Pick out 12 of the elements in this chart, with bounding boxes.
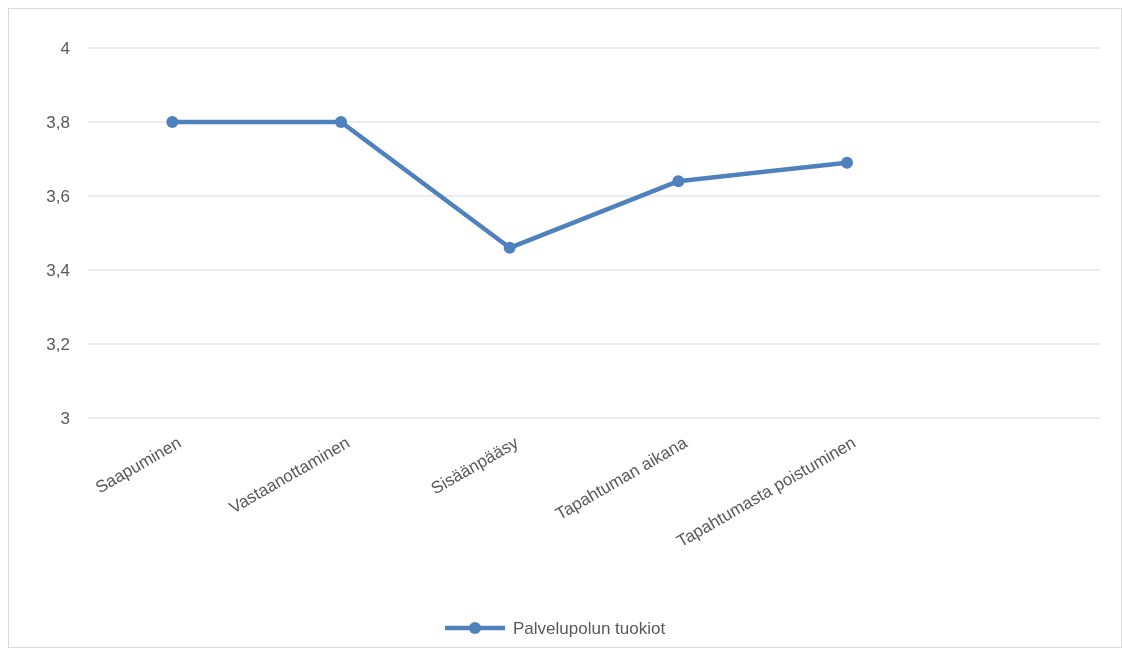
y-tick-label: 4: [60, 38, 70, 58]
y-tick-label: 3,6: [46, 186, 70, 206]
point: [841, 156, 853, 169]
y-tick-label: 3,4: [46, 260, 70, 280]
point: [503, 241, 516, 254]
y-tick-label: 3,8: [46, 112, 70, 132]
point: [166, 116, 179, 128]
y-tick-label: 3,2: [46, 334, 70, 354]
legend-label: Palvelupolun tuokiot: [513, 618, 666, 638]
point: [335, 116, 347, 128]
point: [672, 175, 685, 188]
y-tick-label: 3: [60, 408, 70, 428]
